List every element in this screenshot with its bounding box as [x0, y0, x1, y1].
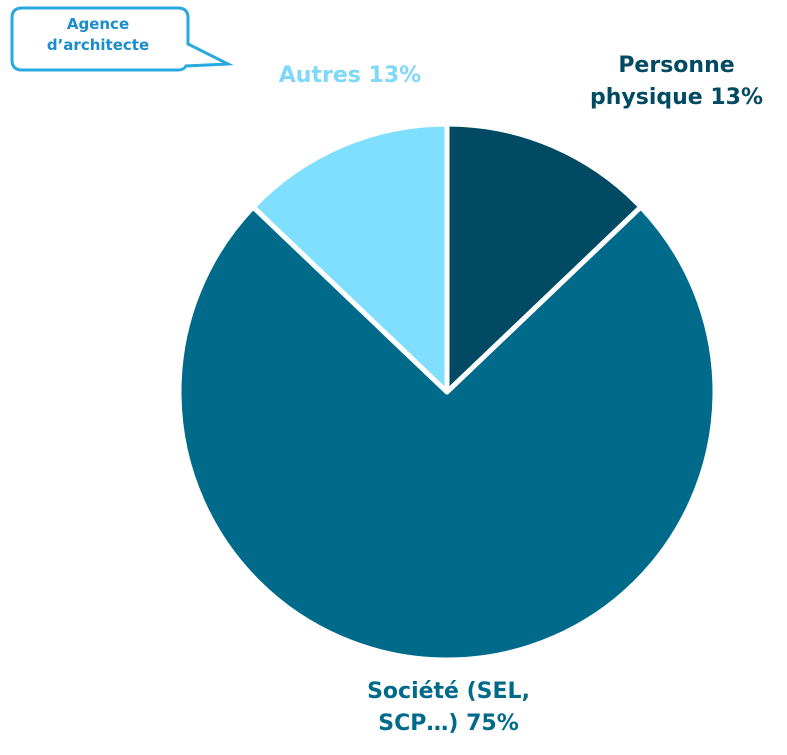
pie-slice	[444, 121, 644, 395]
annotation: Agence d’architecte	[46, 15, 150, 54]
slice-label: Société (SEL, SCP…) 75%	[346, 676, 551, 740]
value-label: 75%	[466, 711, 519, 736]
value-label: 13%	[710, 85, 764, 110]
category-label: Autres	[278, 63, 361, 88]
category-label: Société (SEL, SCP…)	[367, 679, 530, 736]
slice-label: Personne physique 13%	[584, 50, 769, 114]
category-label: Personne physique	[589, 53, 735, 110]
pie-slice	[250, 121, 450, 395]
value-label: 13%	[368, 63, 422, 88]
callout-box	[10, 6, 234, 72]
pie-slice	[176, 204, 718, 663]
slice-label: Autres 13%	[240, 60, 460, 92]
